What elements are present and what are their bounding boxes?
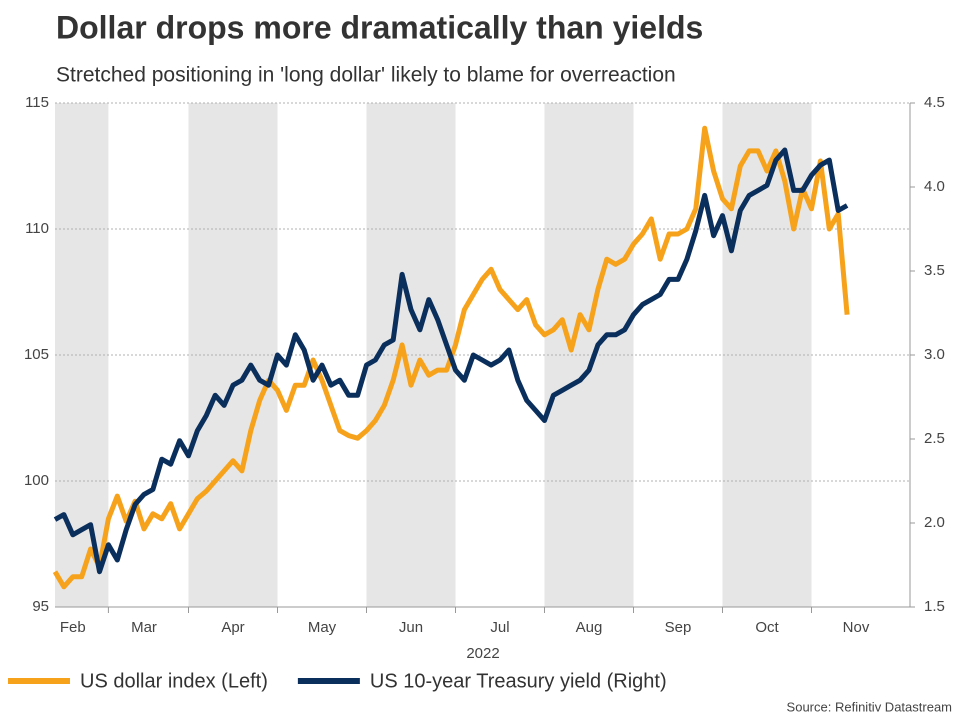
x-tick-label: Sep bbox=[665, 619, 692, 636]
y-tick-label: 105 bbox=[24, 346, 49, 363]
y-tick-label: 95 bbox=[32, 598, 49, 615]
chart-title: Dollar drops more dramatically than yiel… bbox=[56, 9, 703, 45]
y2-tick-label: 1.5 bbox=[924, 598, 945, 615]
chart-subtitle: Stretched positioning in 'long dollar' l… bbox=[56, 64, 676, 87]
series-line bbox=[53, 147, 849, 575]
x-tick-label: Aug bbox=[576, 619, 603, 636]
source: Source: Refinitiv Datastream bbox=[787, 699, 952, 714]
y2-tick-label: 3.5 bbox=[924, 262, 945, 279]
y2-tick-label: 4.0 bbox=[924, 178, 945, 195]
y2-tick-label: 2.5 bbox=[924, 430, 945, 447]
y-tick-label: 115 bbox=[25, 94, 49, 111]
legend-label: US 10-year Treasury yield (Right) bbox=[370, 670, 667, 692]
x-tick-label: Jul bbox=[490, 619, 509, 636]
x-axis-label: 2022 bbox=[466, 645, 499, 662]
y2-tick-label: 3.0 bbox=[924, 346, 945, 363]
x-tick-label: Nov bbox=[843, 619, 870, 636]
x-tick-label: Mar bbox=[131, 619, 157, 636]
y-tick-label: 110 bbox=[25, 220, 49, 237]
x-tick-label: May bbox=[308, 619, 337, 636]
x-tick-label: Jun bbox=[399, 619, 423, 636]
y2-tick-label: 4.5 bbox=[924, 94, 945, 111]
legend-label: US dollar index (Left) bbox=[80, 670, 268, 692]
x-tick-label: Feb bbox=[60, 619, 86, 636]
y2-tick-label: 2.0 bbox=[924, 514, 945, 531]
x-tick-label: Apr bbox=[221, 619, 244, 636]
y-tick-label: 100 bbox=[24, 472, 49, 489]
x-tick-label: Oct bbox=[755, 619, 779, 636]
